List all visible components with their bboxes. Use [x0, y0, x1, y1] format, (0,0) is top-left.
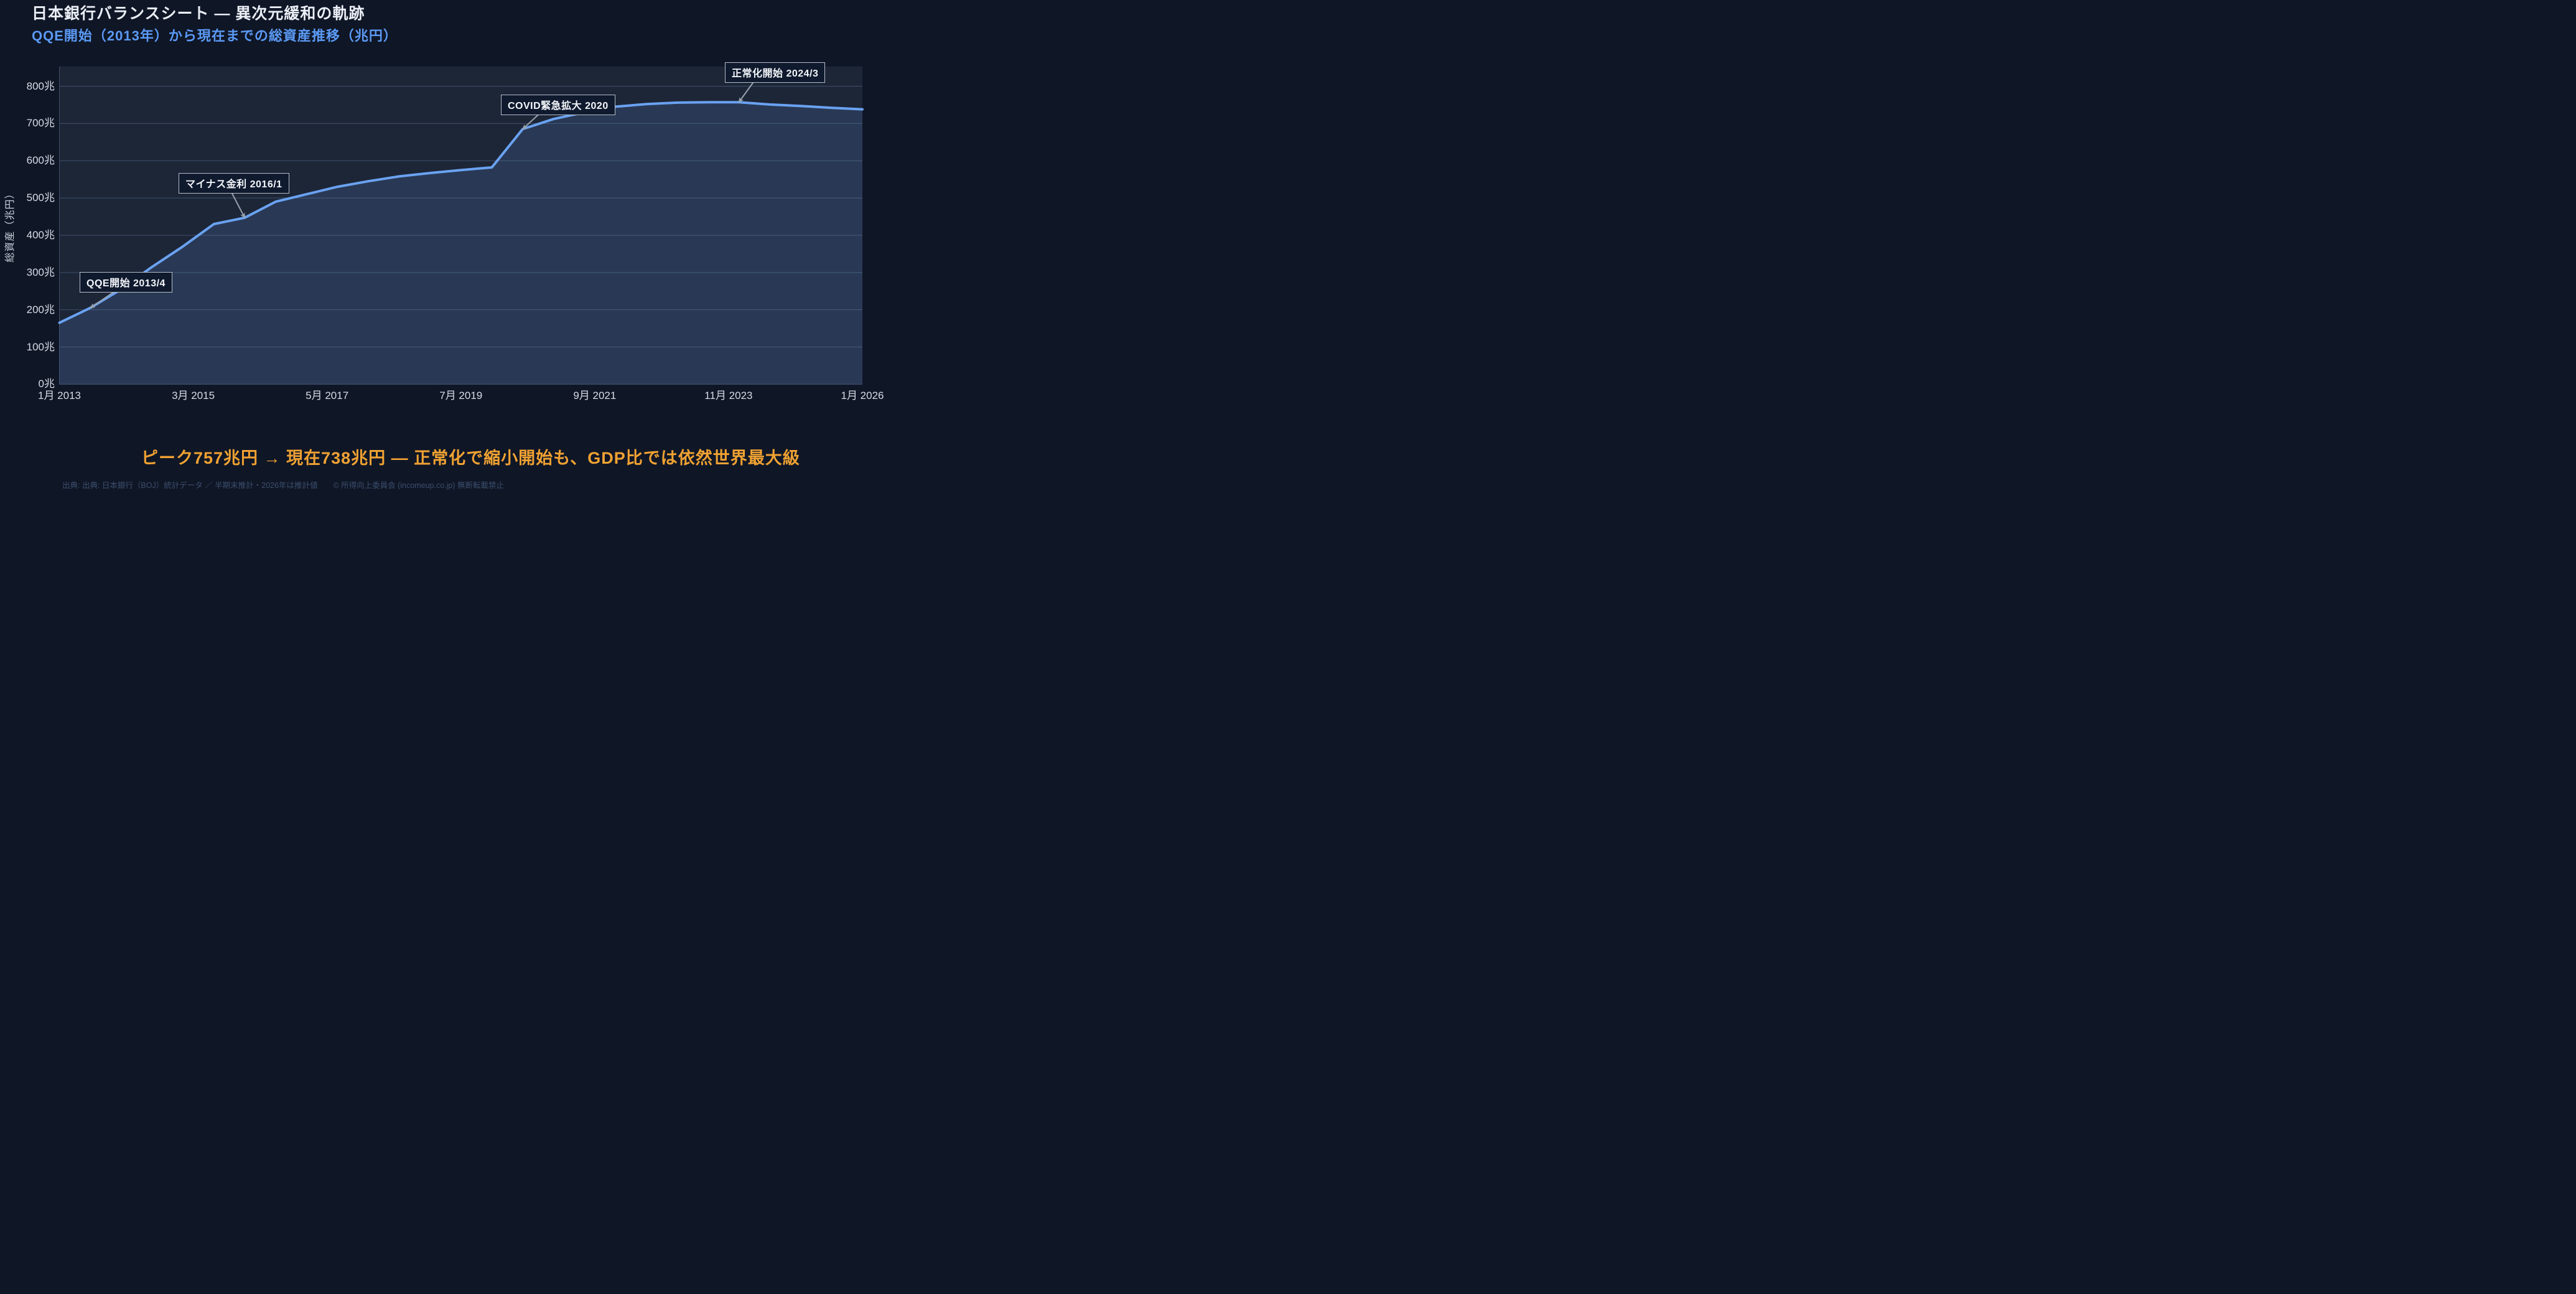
page-title: 日本銀行バランスシート — 異次元緩和の軌跡 — [32, 5, 365, 22]
plot-area — [59, 66, 862, 385]
x-tick-label: 9月 2021 — [573, 390, 617, 401]
balance-sheet-area-chart — [58, 66, 864, 385]
y-tick-label: 600兆 — [26, 154, 55, 167]
y-tick-label: 0兆 — [38, 378, 55, 390]
y-axis-title: 総資産（兆円） — [5, 188, 16, 263]
annotation-box: マイナス金利 2016/1 — [179, 173, 289, 194]
x-tick-label: 3月 2015 — [172, 390, 215, 401]
y-tick-label: 500兆 — [26, 192, 55, 204]
page-subtitle: QQE開始（2013年）から現在までの総資産推移（兆円） — [32, 28, 398, 44]
annotation-arrow — [230, 190, 246, 219]
x-tick-label: 1月 2026 — [841, 390, 884, 401]
series-line-total-assets — [58, 101, 864, 324]
y-tick-label: 400兆 — [26, 228, 55, 241]
y-tick-label: 100兆 — [26, 340, 55, 353]
annotation-box: 正常化開始 2024/3 — [725, 62, 826, 83]
x-tick-label: 11月 2023 — [704, 390, 753, 401]
y-tick-label: 200兆 — [26, 303, 55, 316]
x-tick-label: 1月 2013 — [38, 390, 81, 401]
footer-source: 出典: 出典: 日本銀行（BOJ）統計データ ／ 半期末推計・2026年は推計値… — [62, 481, 504, 490]
x-tick-label: 5月 2017 — [306, 390, 349, 401]
annotation-box: QQE開始 2013/4 — [80, 272, 172, 293]
annotation-arrow — [738, 80, 755, 103]
page: 日本銀行バランスシート — 異次元緩和の軌跡 QQE開始（2013年）から現在ま… — [0, 0, 977, 490]
series-area-fill — [59, 102, 862, 385]
y-tick-label: 800兆 — [26, 80, 55, 92]
y-tick-label: 300兆 — [26, 266, 55, 278]
summary-text: ピーク757兆円 → 現在738兆円 — 正常化で縮小開始も、GDP比では依然世… — [141, 449, 800, 467]
y-tick-label: 700兆 — [26, 117, 55, 129]
annotation-arrow — [89, 290, 116, 309]
annotation-box: COVID緊急拡大 2020 — [501, 95, 615, 115]
x-tick-label: 7月 2019 — [439, 390, 483, 401]
